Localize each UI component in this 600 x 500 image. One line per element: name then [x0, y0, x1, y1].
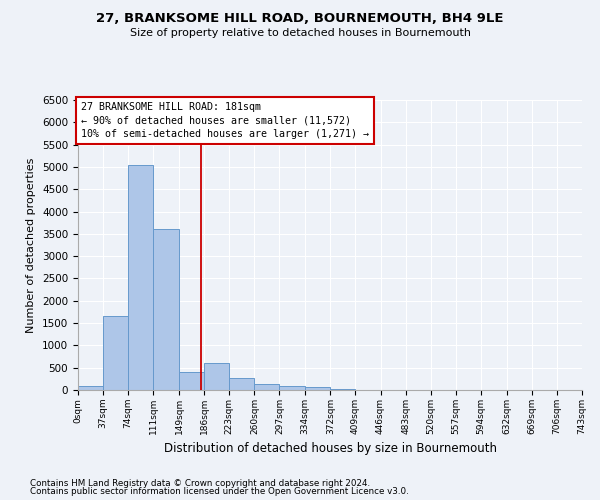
Y-axis label: Number of detached properties: Number of detached properties: [26, 158, 37, 332]
Text: 27 BRANKSOME HILL ROAD: 181sqm
← 90% of detached houses are smaller (11,572)
10%: 27 BRANKSOME HILL ROAD: 181sqm ← 90% of …: [82, 102, 370, 139]
Bar: [229, 378, 254, 390]
Bar: [254, 384, 280, 390]
Bar: [153, 230, 179, 390]
Bar: [128, 164, 153, 390]
Text: Contains HM Land Registry data © Crown copyright and database right 2024.: Contains HM Land Registry data © Crown c…: [30, 478, 370, 488]
Bar: [305, 388, 331, 390]
X-axis label: Distribution of detached houses by size in Bournemouth: Distribution of detached houses by size …: [163, 442, 497, 456]
Bar: [103, 316, 128, 390]
Text: 27, BRANKSOME HILL ROAD, BOURNEMOUTH, BH4 9LE: 27, BRANKSOME HILL ROAD, BOURNEMOUTH, BH…: [96, 12, 504, 26]
Text: Contains public sector information licensed under the Open Government Licence v3: Contains public sector information licen…: [30, 487, 409, 496]
Bar: [280, 386, 305, 390]
Bar: [331, 389, 355, 390]
Bar: [204, 363, 229, 390]
Bar: [179, 372, 204, 390]
Text: Size of property relative to detached houses in Bournemouth: Size of property relative to detached ho…: [130, 28, 470, 38]
Bar: [78, 386, 103, 390]
